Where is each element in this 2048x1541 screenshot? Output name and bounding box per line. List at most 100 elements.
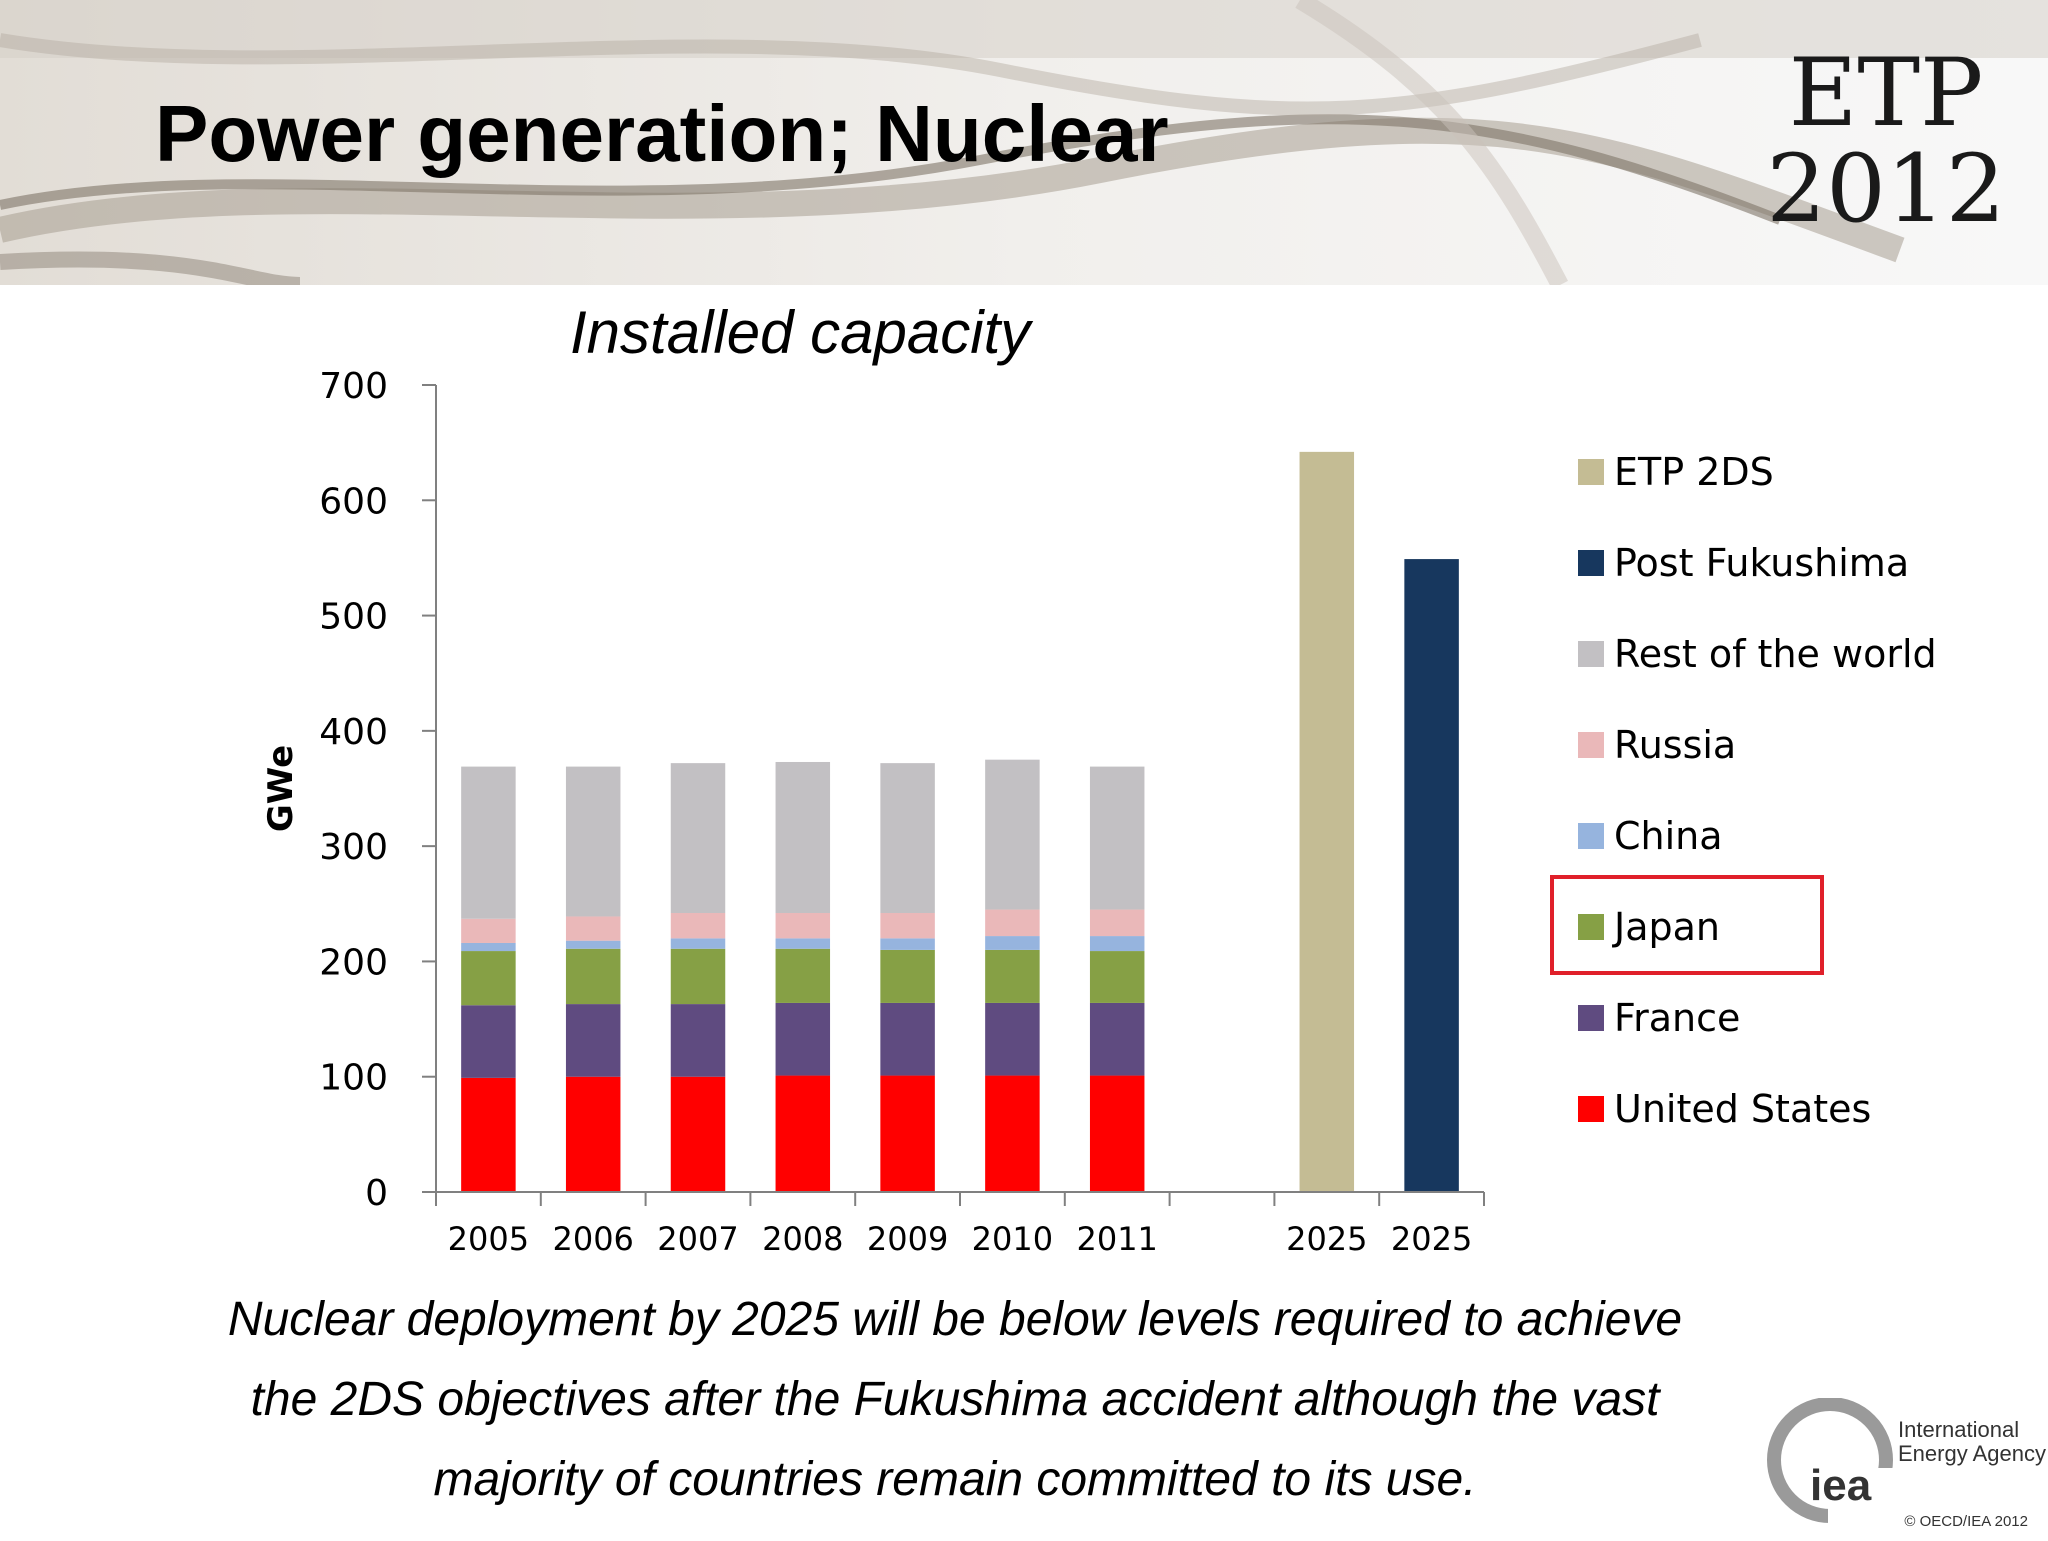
bar-china-2008-3 <box>775 938 831 949</box>
legend-label-japan: Japan <box>1612 905 1720 949</box>
bar-rest-of-the-world-2007-2 <box>670 763 726 914</box>
iea-logo-mark: iea <box>1767 1397 1898 1528</box>
bar-russia-2009-4 <box>880 913 935 939</box>
legend-swatch-united-states <box>1578 1096 1604 1122</box>
slide-title: Power generation; Nuclear <box>155 89 1169 178</box>
legend-label-rest-of-the-world: Rest of the world <box>1614 632 1937 676</box>
bar-france-2006-1 <box>565 1004 621 1077</box>
bar-france-2005-0 <box>461 1005 516 1078</box>
bar-post-fukushima-2025-9 <box>1404 559 1459 1192</box>
y-tick-label-200: 200 <box>319 942 388 983</box>
bar-united-states-2008-3 <box>775 1075 831 1192</box>
y-tick-label-0: 0 <box>365 1173 388 1214</box>
bar-united-states-2005-0 <box>461 1077 516 1192</box>
y-tick-label-400: 400 <box>319 712 388 753</box>
bar-france-2010-5 <box>985 1002 1040 1076</box>
y-tick-label-300: 300 <box>319 827 388 868</box>
bar-japan-2008-3 <box>775 948 831 1003</box>
bar-russia-2006-1 <box>565 916 621 941</box>
etp-logo: ETP 2012 <box>1766 46 2006 238</box>
legend-swatch-etp-2ds <box>1578 459 1604 485</box>
copyright: © OECD/IEA 2012 <box>1904 1513 2028 1530</box>
bar-france-2007-2 <box>670 1004 726 1077</box>
x-tick-label-2011-6: 2011 <box>1076 1220 1157 1258</box>
header-background <box>0 0 2048 285</box>
bar-japan-2007-2 <box>670 948 726 1005</box>
bar-russia-2008-3 <box>775 913 831 939</box>
bar-russia-2007-2 <box>670 913 726 939</box>
x-tick-label-2006-1: 2006 <box>552 1220 633 1258</box>
bar-rest-of-the-world-2009-4 <box>880 763 935 914</box>
chart-title: Installed capacity <box>570 299 1031 366</box>
bar-japan-2010-5 <box>985 949 1040 1003</box>
bar-china-2009-4 <box>880 938 935 950</box>
bar-united-states-2006-1 <box>565 1076 621 1192</box>
bar-russia-2011-6 <box>1089 909 1145 937</box>
bar-russia-2005-0 <box>461 918 516 943</box>
bar-rest-of-the-world-2010-5 <box>985 759 1040 910</box>
bars-layer <box>461 451 1459 1192</box>
bar-united-states-2007-2 <box>670 1076 726 1192</box>
etp-logo-line2: 2012 <box>1766 135 2006 244</box>
bar-etp-2ds-2025-8 <box>1299 451 1355 1192</box>
bar-united-states-2009-4 <box>880 1075 935 1192</box>
bar-united-states-2011-6 <box>1089 1075 1145 1192</box>
legend-swatch-post-fukushima <box>1578 550 1604 576</box>
legend-swatch-russia <box>1578 732 1604 758</box>
bar-france-2009-4 <box>880 1002 935 1076</box>
bar-china-2005-0 <box>461 942 516 952</box>
bar-china-2011-6 <box>1089 936 1145 952</box>
bar-japan-2005-0 <box>461 951 516 1006</box>
x-tick-label-2025-9: 2025 <box>1391 1220 1472 1258</box>
legend-label-russia: Russia <box>1614 723 1736 767</box>
caption: Nuclear deployment by 2025 will be below… <box>110 1280 1800 1520</box>
legend: ETP 2DS Post Fukushima Rest of the world Ru… <box>1550 450 1937 1131</box>
legend-swatch-japan <box>1578 914 1604 940</box>
bar-rest-of-the-world-2008-3 <box>775 761 831 914</box>
caption-line-1: Nuclear deployment by 2025 will be below… <box>227 1293 1683 1346</box>
iea-name: International Energy Agency <box>1898 1418 2046 1466</box>
y-tick-label-600: 600 <box>319 481 388 522</box>
iea-name-line2: Energy Agency <box>1898 1441 2046 1466</box>
legend-label-post-fukushima: Post Fukushima <box>1614 541 1909 585</box>
legend-highlight-box <box>1550 875 1824 975</box>
x-tick-label-2008-3: 2008 <box>762 1220 843 1258</box>
bar-japan-2011-6 <box>1089 951 1145 1003</box>
bar-japan-2006-1 <box>565 948 621 1005</box>
bar-russia-2010-5 <box>985 909 1040 937</box>
x-tick-label-2025-8: 2025 <box>1286 1220 1367 1258</box>
legend-label-etp-2ds: ETP 2DS <box>1614 450 1774 494</box>
stacked-bar-chart: 0 100 200 300 400 500 600 700 2005 2006 2007 2008 20… <box>261 366 1937 1258</box>
iea-name-line1: International <box>1898 1417 2020 1442</box>
iea-logo: iea <box>1758 1397 2048 1536</box>
bar-china-2006-1 <box>565 940 621 949</box>
legend-label-united-states: United States <box>1614 1087 1871 1131</box>
legend-swatch-china <box>1578 823 1604 849</box>
axes-layer: 0 100 200 300 400 500 600 700 2005 2006 2007 2008 20… <box>261 366 1485 1258</box>
y-tick-label-500: 500 <box>319 597 388 638</box>
bar-japan-2009-4 <box>880 949 935 1003</box>
etp-logo-line1: ETP <box>1788 39 1984 148</box>
bar-china-2010-5 <box>985 936 1040 950</box>
legend-swatch-france <box>1578 1005 1604 1031</box>
header-banner: Power generation; Nuclear ETP 2012 <box>0 0 2048 285</box>
bar-france-2011-6 <box>1089 1002 1145 1076</box>
x-tick-label-2009-4: 2009 <box>867 1220 948 1258</box>
bar-france-2008-3 <box>775 1002 831 1076</box>
y-tick-label-700: 700 <box>319 366 388 407</box>
bar-rest-of-the-world-2011-6 <box>1089 766 1145 910</box>
legend-swatch-rest-of-the-world <box>1578 641 1604 667</box>
iea-logo-text: iea <box>1810 1461 1872 1510</box>
y-axis-label: GWe <box>261 745 301 832</box>
y-tick-label-100: 100 <box>319 1058 388 1099</box>
bar-rest-of-the-world-2006-1 <box>565 766 621 917</box>
x-tick-label-2007-2: 2007 <box>657 1220 738 1258</box>
bar-united-states-2010-5 <box>985 1075 1040 1192</box>
bar-rest-of-the-world-2005-0 <box>461 766 516 919</box>
caption-line-2: the 2DS objectives after the Fukushima a… <box>250 1373 1660 1426</box>
caption-line-3: majority of countries remain committed t… <box>433 1453 1477 1506</box>
legend-label-china: China <box>1614 814 1723 858</box>
bar-china-2007-2 <box>670 938 726 949</box>
x-tick-label-2010-5: 2010 <box>972 1220 1053 1258</box>
x-tick-label-2005-0: 2005 <box>448 1220 529 1258</box>
